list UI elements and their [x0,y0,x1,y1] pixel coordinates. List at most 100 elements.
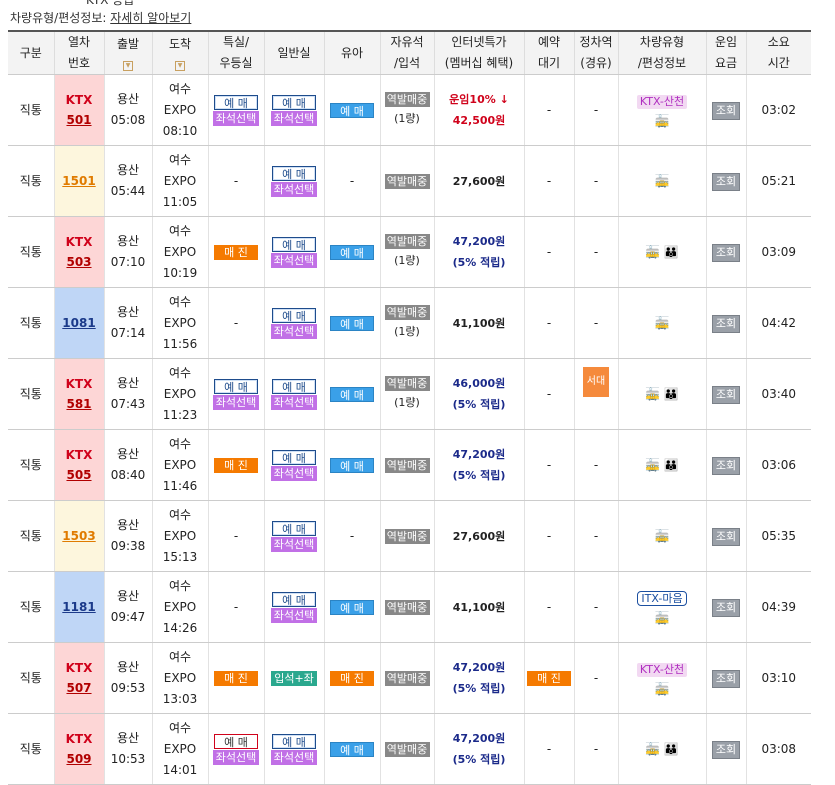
train-number-link[interactable]: 1081 [62,316,96,330]
general-reserve-button[interactable]: 예 매 [272,307,316,323]
internet-price-cell: 운임10% ↓ 42,500원 [433,74,524,146]
general-reserve-button[interactable]: 예 매 [272,733,316,749]
train-number-cell[interactable]: 1081 [53,287,104,359]
vehicle-tag[interactable]: KTX-산천 [636,94,688,109]
general-reserve-button[interactable]: 예 매 [272,94,316,110]
train-number-link[interactable]: 581 [66,397,92,411]
general-seat-select-button[interactable]: 좌석선택 [271,607,317,623]
train-number-cell[interactable]: KTX 505 [53,429,104,501]
train-number-link[interactable]: 503 [66,255,92,269]
general-reserve-button[interactable]: 예 매 [272,378,316,394]
train-number-link[interactable]: 505 [66,468,92,482]
arrival-cell: 여수 EXPO 10:19 [151,216,208,288]
arrival-cell: 여수 EXPO 15:13 [151,500,208,572]
duration-cell: 03:40 [745,358,811,430]
departure-cell: 용산 09:53 [103,642,152,714]
infant-reserve-button[interactable]: 예 매 [330,386,374,402]
general-reserve-button[interactable]: 예 매 [272,449,316,465]
train-number-link[interactable]: 1181 [62,600,96,614]
col-special: 특실/우등실 [207,31,264,75]
train-number-link[interactable]: 1501 [62,174,96,188]
vehicle-tag[interactable]: KTX-산천 [636,662,688,677]
general-reserve-button[interactable]: 예 매 [272,236,316,252]
special-reserve-button[interactable]: 예 매 [214,378,258,394]
fare-view-button[interactable]: 조회 [711,669,741,688]
learn-more-link[interactable]: 자세히 알아보기 [110,11,192,25]
duration-cell: 05:35 [745,500,811,572]
fare-view-button[interactable]: 조회 [711,172,741,191]
train-type: 직통 [8,500,54,572]
train-number-link[interactable]: 1503 [62,529,96,543]
fare-view-button[interactable]: 조회 [711,243,741,262]
standing-seat-button[interactable]: 입석+좌석 [271,670,317,700]
train-number-cell[interactable]: KTX 501 [53,74,104,146]
general-seat-select-button[interactable]: 좌석선택 [271,749,317,765]
infant-reserve-button[interactable]: 예 매 [330,457,374,473]
train-number-link[interactable]: 501 [66,113,92,127]
train-number-cell[interactable]: KTX 503 [53,216,104,288]
train-number-cell[interactable]: 1181 [53,571,104,643]
train-icon: 🚋 [654,113,670,128]
departure-cell: 용산 10:53 [103,713,152,785]
table-row: 직통 KTX 505 용산 08:40 여수 EXPO 11:46 매 진 예 매 좌석선… [8,429,811,501]
train-number-cell[interactable]: KTX 581 [53,358,104,430]
stop-station-badge[interactable]: 서대전 [583,367,609,417]
general-seat-select-button[interactable]: 좌석선택 [271,181,317,197]
general-seat-select-button[interactable]: 좌석선택 [271,323,317,339]
train-number-cell[interactable]: 1503 [53,500,104,572]
train-icon: 🚋 [654,681,670,696]
train-number-link[interactable]: 509 [66,752,92,766]
special-reserve-button[interactable]: 예 매 [214,733,258,749]
infant-sold-out-button[interactable]: 매 진 [330,670,374,686]
vehicle-info-line: 차량유형/편성정보: 자세히 알아보기 [10,11,192,25]
train-type: 직통 [8,642,54,714]
infant-reserve-button[interactable]: 예 매 [330,102,374,118]
fare-view-button[interactable]: 조회 [711,527,741,546]
general-seat-select-button[interactable]: 좌석선택 [271,110,317,126]
infant-reserve-button[interactable]: 예 매 [330,599,374,615]
train-number-cell[interactable]: KTX 509 [53,713,104,785]
special-sold-out-button[interactable]: 매 진 [214,457,258,473]
fare-view-button[interactable]: 조회 [711,101,741,120]
special-sold-out-button[interactable]: 매 진 [214,244,258,260]
train-number-cell[interactable]: 1501 [53,145,104,217]
sort-icon[interactable]: ▼ [123,61,133,71]
general-reserve-button[interactable]: 예 매 [272,591,316,607]
infant-reserve-button[interactable]: 예 매 [330,741,374,757]
general-seat-select-button[interactable]: 좌석선택 [271,394,317,410]
special-seat-select-button[interactable]: 좌석선택 [213,394,259,410]
fare-view-button[interactable]: 조회 [711,740,741,759]
train-number-link[interactable]: 507 [66,681,92,695]
table-row: 직통 KTX 581 용산 07:43 여수 EXPO 11:23 예 매 좌석선택 예 … [8,358,811,430]
table-row: 직통 KTX 507 용산 09:53 여수 EXPO 13:03 매 진 입석+좌석 … [8,642,811,714]
sort-icon[interactable]: ▼ [175,61,185,71]
col-arrival[interactable]: 도착 ▼ [151,31,208,75]
fare-view-button[interactable]: 조회 [711,598,741,617]
fare-view-button[interactable]: 조회 [711,314,741,333]
col-departure[interactable]: 출발 ▼ [103,31,152,75]
waitlist-sold-out-button[interactable]: 매 진 [527,670,571,686]
departure-cell: 용산 07:14 [103,287,152,359]
general-reserve-button[interactable]: 예 매 [272,165,316,181]
arrival-cell: 여수 EXPO 11:23 [151,358,208,430]
general-seat-select-button[interactable]: 좌석선택 [271,252,317,268]
train-number-cell[interactable]: KTX 507 [53,642,104,714]
general-reserve-button[interactable]: 예 매 [272,520,316,536]
table-row: 직통 KTX 503 용산 07:10 여수 EXPO 10:19 매 진 예 매 좌석선… [8,216,811,288]
col-stop: 정차역 (경유) [573,31,618,75]
vehicle-cell: 🚋 👪 [617,358,706,430]
internet-price-cell: 41,100원 [433,287,524,359]
infant-reserve-button[interactable]: 예 매 [330,244,374,260]
fare-view-button[interactable]: 조회 [711,456,741,475]
internet-price-cell: 47,200원 (5% 적립) [433,713,524,785]
special-seat-select-button[interactable]: 좌석선택 [213,110,259,126]
special-reserve-button[interactable]: 예 매 [214,94,258,110]
general-seat-select-button[interactable]: 좌석선택 [271,536,317,552]
infant-reserve-button[interactable]: 예 매 [330,315,374,331]
vehicle-tag[interactable]: ITX-마음 [637,590,687,606]
general-seat-select-button[interactable]: 좌석선택 [271,465,317,481]
special-seat-select-button[interactable]: 좌석선택 [213,749,259,765]
special-sold-out-button[interactable]: 매 진 [214,670,258,686]
departure-cell: 용산 08:40 [103,429,152,501]
fare-view-button[interactable]: 조회 [711,385,741,404]
